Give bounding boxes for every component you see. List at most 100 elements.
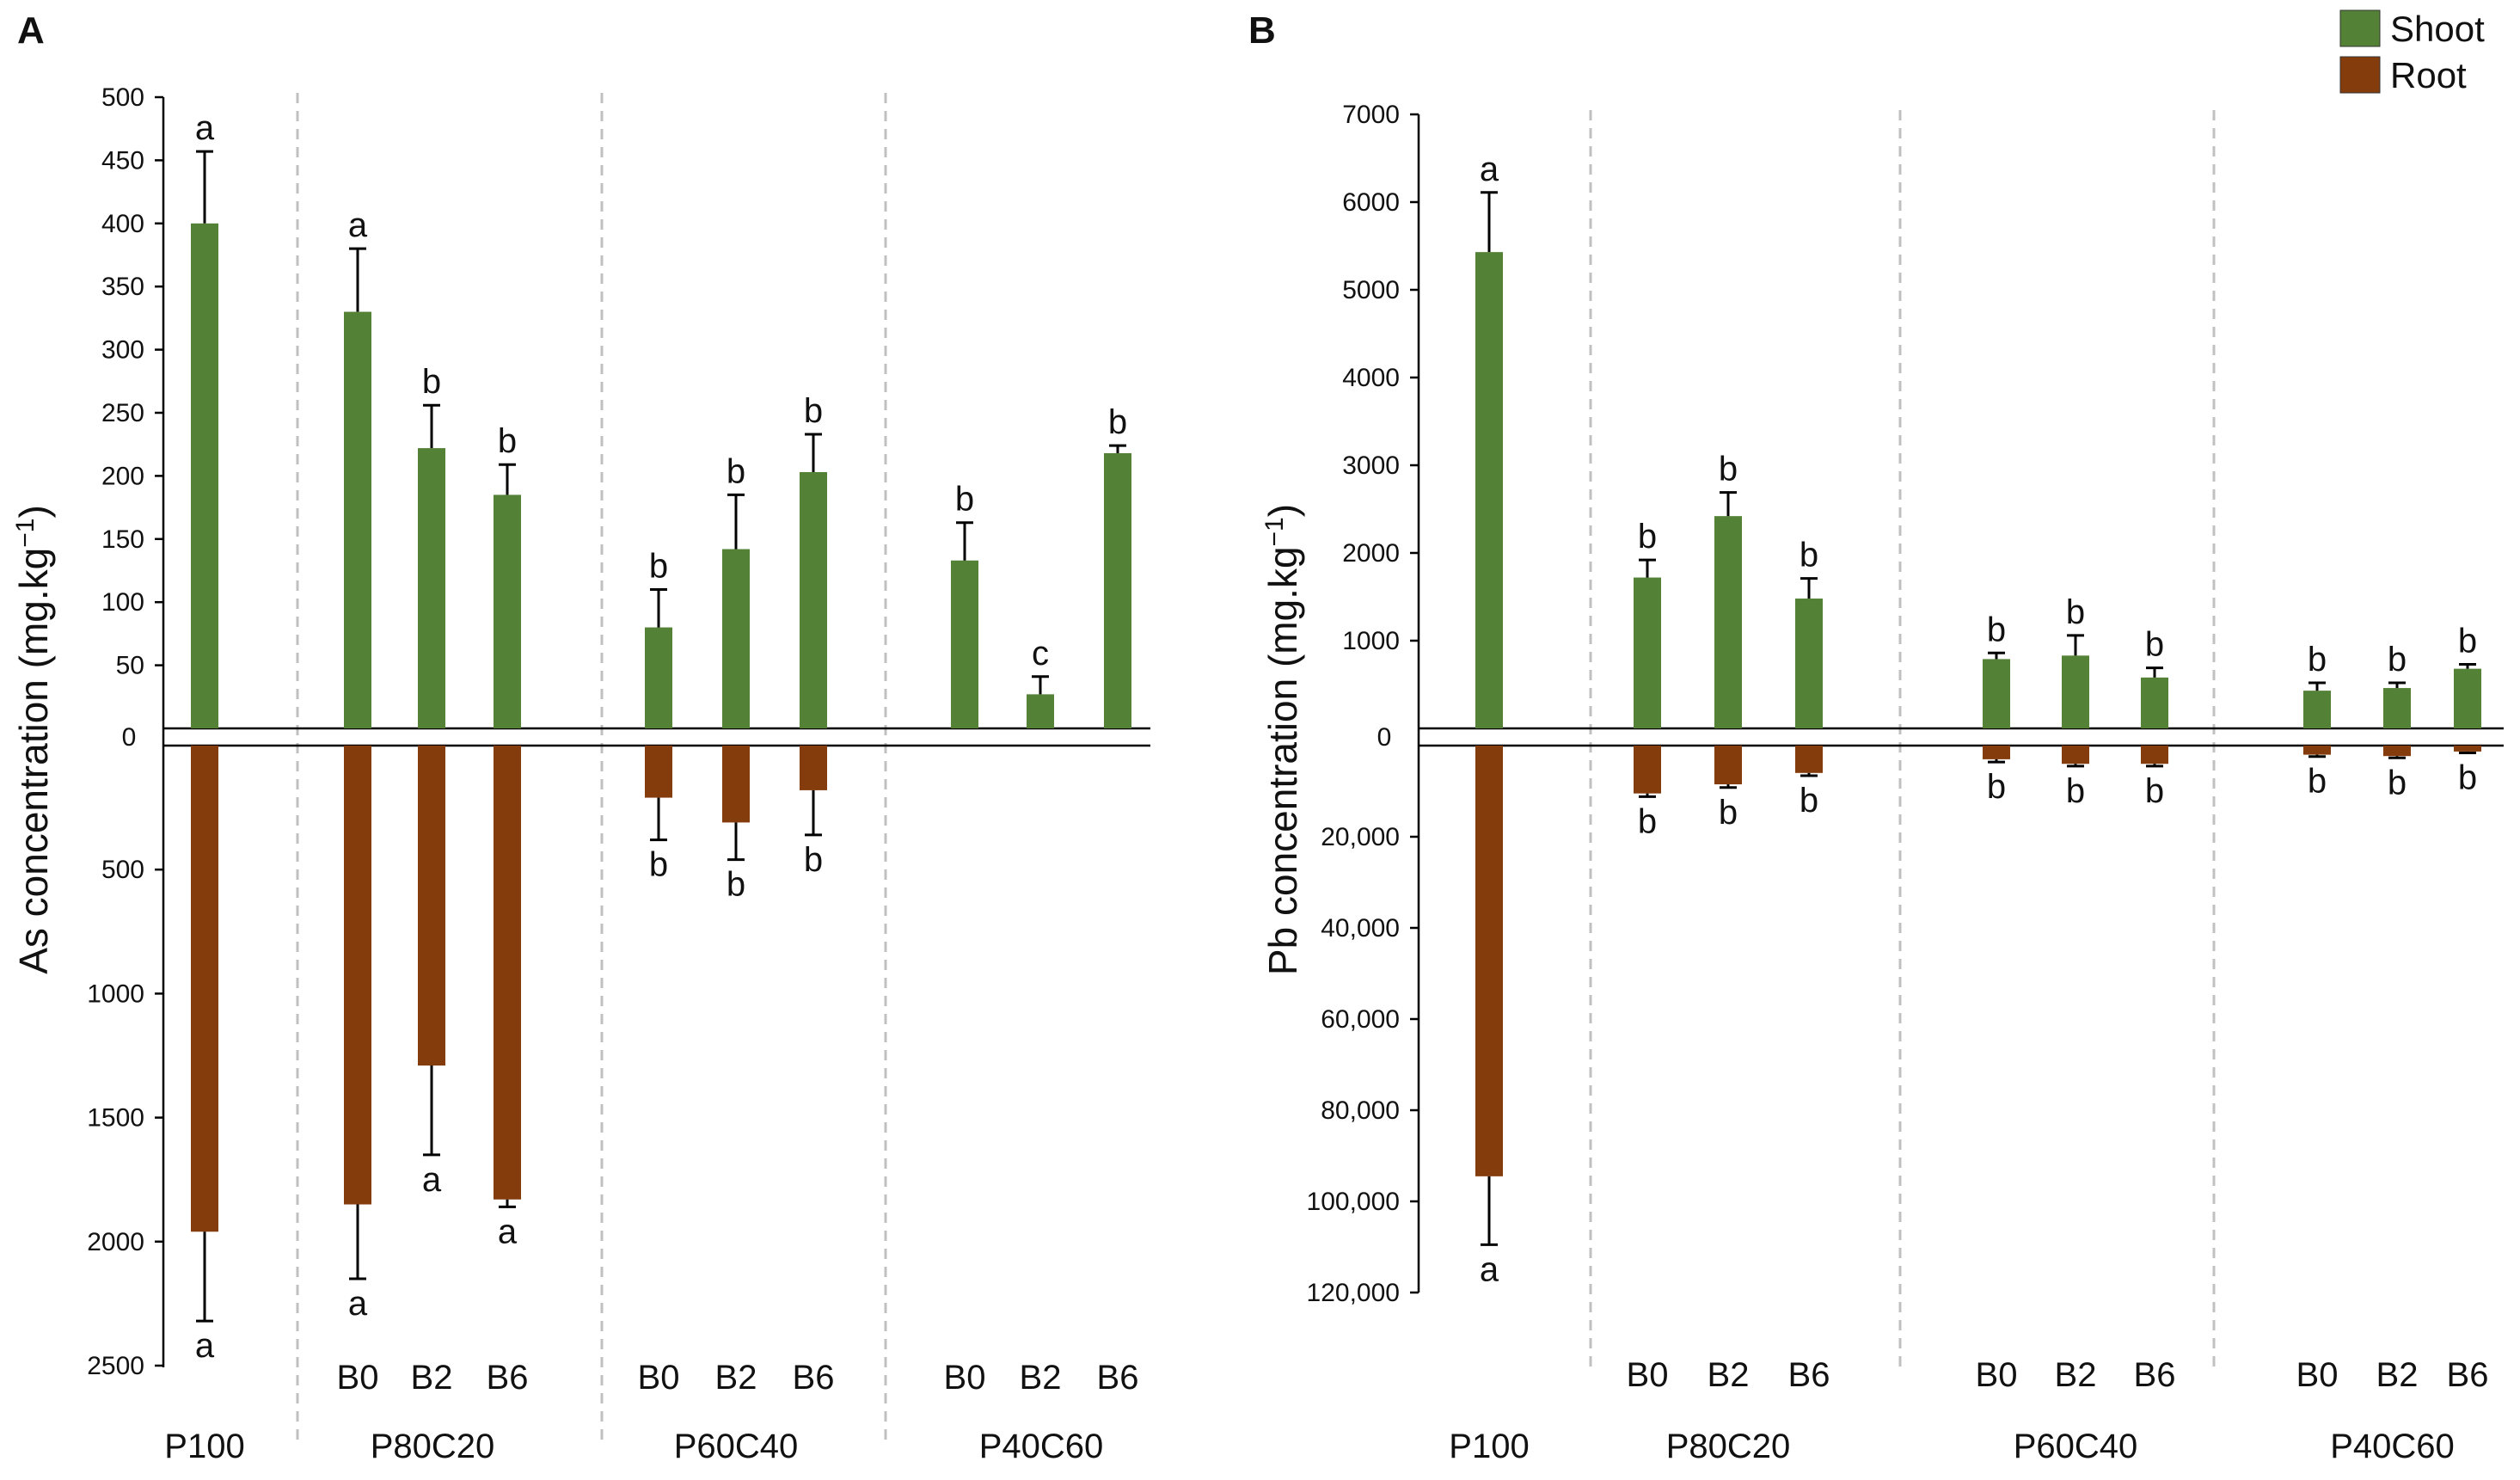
panel-b-shoot-sig-label: b [2145, 626, 2164, 664]
legend-label-shoot: Shoot [2390, 9, 2485, 49]
panel-b-zero-tick-label: 0 [1377, 723, 1392, 752]
panel-b-root-sig-label: b [2458, 758, 2477, 796]
panel-a-shoot-sig-label: c [1032, 635, 1049, 672]
panel-b-group-label: P40C60 [2330, 1428, 2455, 1465]
panel-b-shoot-bar [1634, 577, 1661, 728]
panel-b-group-label: P80C20 [1666, 1428, 1791, 1465]
panel-b-root-tick-label: 120,000 [1307, 1279, 1400, 1307]
panel-b-root-bar [2141, 746, 2168, 765]
panel-b-shoot-bar [1983, 659, 2010, 728]
panel-b-y-axis-label-close: ) [1260, 504, 1305, 517]
panel-b-shoot-sig-label: b [1987, 611, 2006, 648]
panel-b-shoot-bar [1795, 599, 1823, 728]
panel-b-shoot-sig-label: b [1719, 451, 1738, 488]
panel-b-shoot-sig-label: b [2458, 623, 2477, 660]
panel-b-bar-label: B2 [2376, 1356, 2419, 1394]
panel-a-shoot-sig-label: b [422, 363, 441, 401]
panel-a-shoot-tick-label: 450 [101, 146, 144, 175]
panel-b-root-sig-label: a [1480, 1250, 1499, 1288]
panel-b-shoot-bar [2454, 668, 2481, 728]
panel-a-y-axis-label-main: As concentration (mg.kg [11, 548, 56, 974]
panel-b-shoot-tick-label: 6000 [1342, 188, 1400, 217]
panel-a-shoot-bar [951, 560, 978, 728]
panel-a-root-sig-label: a [498, 1213, 518, 1250]
panel-b-root-sig-label: b [1719, 794, 1738, 832]
panel-b-bar-label: B0 [1627, 1356, 1669, 1394]
panel-a-shoot-bar [191, 223, 218, 728]
panel-b-shoot-sig-label: b [2388, 641, 2407, 679]
panel-a-zero-tick-label: 0 [122, 723, 137, 752]
panel-a-root-bar [645, 746, 672, 798]
legend-swatch-shoot [2339, 9, 2381, 47]
panel-b-shoot-sig-label: a [1480, 150, 1499, 188]
panel-a-group-label: P40C60 [979, 1428, 1104, 1465]
panel-b-root-bar [2454, 746, 2481, 752]
panel-b-root-bar [1983, 746, 2010, 759]
panel-a-shoot-sig-label: a [195, 109, 215, 147]
panel-b-bar-label: B0 [1976, 1356, 2018, 1394]
legend-label-root: Root [2390, 55, 2467, 95]
panel-a-shoot-bar [800, 471, 827, 728]
panel-b-shoot-bar [2141, 677, 2168, 728]
panel-b-group-label: P60C40 [2014, 1428, 2138, 1465]
panel-a-shoot-sig-label: b [1108, 403, 1127, 441]
panel-b-bar-label: B6 [1788, 1356, 1830, 1394]
panel-a-root-bar [800, 746, 827, 790]
panel-a-y-axis-label: As concentration (mg.kg−1) [11, 505, 56, 974]
panel-a-shoot-tick-label: 300 [101, 336, 144, 365]
panel-b-shoot-sig-label: b [2066, 593, 2085, 631]
panel-b-bar-label: B6 [2134, 1356, 2176, 1394]
panel-a-shoot-sig-label: b [804, 392, 823, 430]
panel-b-group-label: P100 [1449, 1428, 1529, 1465]
panel-b-shoot-bar [2303, 691, 2331, 728]
panel-a-y-axis-label-superscript: −1 [11, 519, 40, 548]
panel-b-shoot-tick-label: 2000 [1342, 539, 1400, 568]
panel-b-root-bar [1475, 746, 1503, 1176]
panel-a-shoot-tick-label: 50 [116, 652, 144, 680]
panel-b-shoot-sig-label: b [1638, 518, 1657, 556]
panel-a-bar-label: B2 [715, 1359, 757, 1397]
panel-a-shoot-sig-label: a [348, 206, 368, 244]
panel-b-shoot-sig-label: b [1800, 537, 1818, 574]
panel-a-shoot-bar [722, 549, 750, 728]
panel-b-shoot-tick-label: 7000 [1342, 101, 1400, 129]
panel-b-bar-label: B0 [2296, 1356, 2339, 1394]
panel-a-root-bar [191, 746, 218, 1232]
panel-b-y-axis-label-main: Pb concentration (mg.kg [1260, 546, 1305, 975]
panel-a-root-sig-label: a [348, 1285, 368, 1323]
panel-a-shoot-sig-label: b [649, 548, 668, 586]
panel-a-shoot-tick-label: 100 [101, 588, 144, 617]
panel-a-bar-label: B6 [793, 1359, 835, 1397]
panel-b-letter: B [1248, 9, 1276, 52]
panel-b-root-sig-label: b [1638, 802, 1657, 840]
panel-a-shoot-tick-label: 500 [101, 83, 144, 112]
panel-b-bar-label: B2 [1708, 1356, 1750, 1394]
panel-a-group-label: P80C20 [371, 1428, 495, 1465]
panel-b-shoot-bar [2062, 655, 2089, 728]
panel-b-root-sig-label: b [2066, 772, 2085, 810]
panel-b-root-tick-label: 80,000 [1321, 1096, 1400, 1125]
panel-b-root-bar [1795, 746, 1823, 773]
panel-b-root-bar [2383, 746, 2411, 757]
panel-a-root-tick-label: 500 [101, 856, 144, 884]
panel-a-root-sig-label: a [422, 1161, 442, 1199]
panel-a-shoot-sig-label: b [498, 422, 517, 460]
panel-b-shoot-bar [1475, 252, 1503, 728]
panel-a-root-bar [494, 746, 521, 1200]
panel-b-shoot-tick-label: 5000 [1342, 276, 1400, 304]
panel-a-bar-label: B6 [487, 1359, 529, 1397]
panel-a-shoot-tick-label: 350 [101, 273, 144, 301]
panel-a-group-label: P60C40 [674, 1428, 799, 1465]
panel-b-root-tick-label: 100,000 [1307, 1188, 1400, 1216]
panel-a-root-sig-label: b [727, 866, 745, 904]
panel-a-shoot-bar [418, 448, 445, 728]
panel-b-shoot-tick-label: 4000 [1342, 364, 1400, 392]
panel-a-shoot-sig-label: b [955, 481, 974, 519]
panel-a-bar-label: B0 [337, 1359, 379, 1397]
panel-a-root-tick-label: 2500 [87, 1352, 144, 1380]
panel-a-root-sig-label: b [649, 846, 668, 884]
panel-b-bar-label: B6 [2447, 1356, 2489, 1394]
